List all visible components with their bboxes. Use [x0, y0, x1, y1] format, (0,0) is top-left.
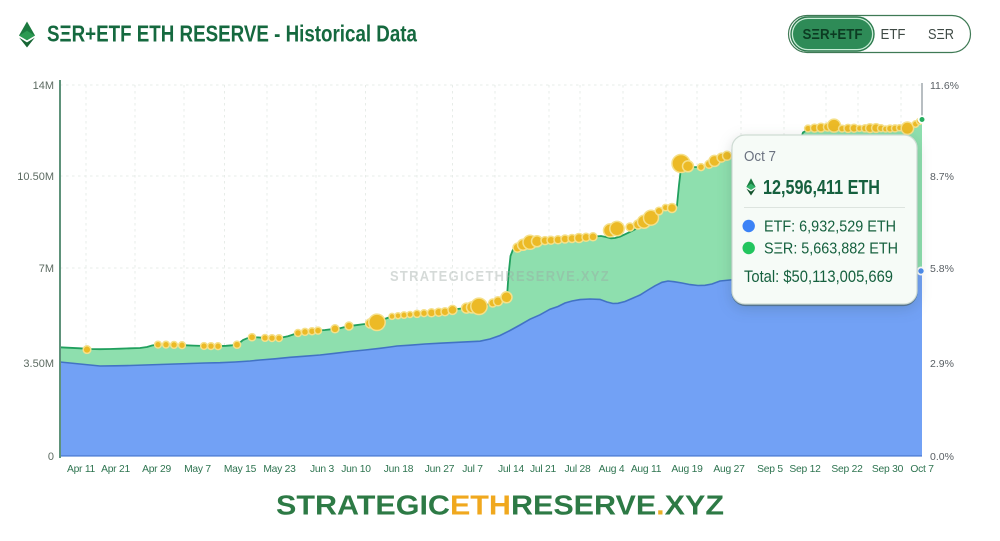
svg-text:Aug 4: Aug 4	[599, 464, 625, 475]
svg-text:Aug 19: Aug 19	[671, 464, 703, 475]
svg-text:Jul 28: Jul 28	[565, 464, 592, 475]
svg-text:Oct 7: Oct 7	[910, 464, 934, 475]
svg-text:Sep 12: Sep 12	[789, 464, 821, 475]
svg-text:Jun 10: Jun 10	[341, 464, 371, 475]
svg-text:Oct 7: Oct 7	[744, 148, 776, 165]
svg-text:Total: $50,113,005,669: Total: $50,113,005,669	[744, 268, 893, 286]
svg-text:May 23: May 23	[263, 464, 296, 475]
svg-text:Jul 21: Jul 21	[530, 464, 557, 475]
svg-text:Sep 30: Sep 30	[872, 464, 904, 475]
svg-text:Aug 11: Aug 11	[631, 464, 662, 475]
svg-text:Apr 21: Apr 21	[101, 464, 130, 475]
svg-text:Apr 29: Apr 29	[142, 464, 171, 475]
svg-text:Sep 5: Sep 5	[757, 464, 783, 475]
svg-text:May 7: May 7	[184, 464, 211, 475]
svg-text:May 15: May 15	[224, 464, 257, 475]
svg-text:11.6%: 11.6%	[930, 80, 959, 92]
svg-text:Jun 3: Jun 3	[310, 464, 334, 475]
svg-text:Jul 14: Jul 14	[498, 464, 525, 475]
svg-text:Sep 22: Sep 22	[831, 464, 863, 475]
svg-text:SΞR: 5,663,882 ETH: SΞR: 5,663,882 ETH	[764, 241, 898, 258]
svg-text:7M: 7M	[39, 263, 54, 275]
svg-text:12,596,411 ETH: 12,596,411 ETH	[763, 177, 880, 199]
svg-text:0.0%: 0.0%	[930, 451, 954, 463]
svg-text:ETF: ETF	[881, 26, 906, 43]
svg-text:Jun 27: Jun 27	[425, 464, 455, 475]
svg-text:0: 0	[48, 451, 54, 463]
svg-text:8.7%: 8.7%	[930, 171, 954, 183]
svg-text:Aug 27: Aug 27	[713, 464, 745, 475]
svg-text:SΞR+ETF ETH RESERVE - Historic: SΞR+ETF ETH RESERVE - Historical Data	[47, 21, 417, 47]
svg-text:STRATEGICETHRESERVE.XYZ: STRATEGICETHRESERVE.XYZ	[390, 269, 610, 285]
svg-text:Apr 11: Apr 11	[67, 464, 96, 475]
svg-text:ETF: 6,932,529 ETH: ETF: 6,932,529 ETH	[764, 219, 896, 236]
svg-text:STRATEGICETHRESERVE.XYZ: STRATEGICETHRESERVE.XYZ	[276, 489, 724, 521]
svg-text:SΞR+ETF: SΞR+ETF	[803, 26, 863, 43]
svg-text:10.50M: 10.50M	[17, 171, 54, 183]
svg-text:Jun 18: Jun 18	[384, 464, 414, 475]
svg-text:14M: 14M	[33, 80, 54, 92]
svg-text:5.8%: 5.8%	[930, 263, 954, 275]
svg-text:3.50M: 3.50M	[23, 358, 54, 370]
svg-text:SΞR: SΞR	[928, 26, 954, 43]
svg-text:2.9%: 2.9%	[930, 358, 954, 370]
svg-text:Jul 7: Jul 7	[462, 464, 483, 475]
